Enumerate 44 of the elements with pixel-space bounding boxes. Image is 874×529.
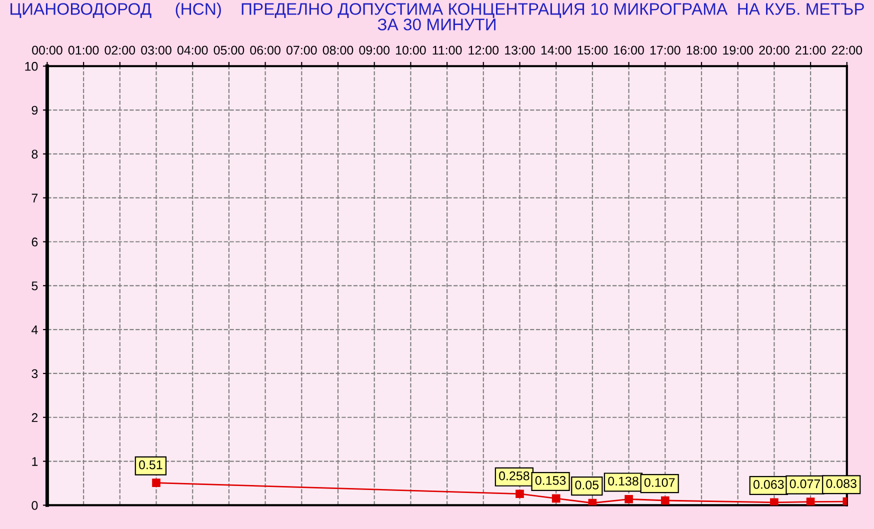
x-tick-label: 14:00	[541, 46, 572, 55]
data-label: 0.258	[499, 471, 530, 480]
x-tick-label: 06:00	[250, 46, 280, 55]
x-tick-label: 11:00	[432, 46, 462, 55]
y-tick-label: 2	[32, 413, 38, 422]
x-tick-label: 19:00	[723, 46, 754, 55]
y-tick-label: 3	[32, 369, 38, 378]
x-tick-label: 05:00	[214, 46, 244, 55]
x-tick-label: 12:00	[468, 46, 499, 55]
x-tick-label: 01:00	[68, 46, 99, 55]
y-tick-label: 8	[32, 150, 38, 159]
data-label: 0.138	[608, 476, 638, 486]
x-tick-label: 16:00	[614, 46, 644, 55]
data-label: 0.083	[826, 479, 856, 488]
y-tick-label: 10	[25, 62, 38, 71]
y-tick-label: 4	[32, 325, 38, 334]
x-tick-label: 17:00	[650, 46, 680, 55]
y-tick-label: 1	[32, 457, 38, 466]
data-label: 0.063	[754, 480, 784, 489]
x-tick-label: 18:00	[686, 46, 717, 55]
chart-title: ЦИАНОВОДОРОД (HCN) ПРЕДЕЛНО ДОПУСТИМА КОНЦЕНТРАЦИЯ 10 МИКРОГРАМА НА КУБ. МЕТЪР ЗА 30 МИНУТИ	[10, 2, 864, 30]
x-tick-label: 21:00	[796, 46, 826, 55]
x-tick-label: 03:00	[141, 46, 172, 55]
x-tick-label: 02:00	[104, 46, 136, 55]
data-label: 0.077	[790, 479, 820, 488]
x-tick-label: 07:00	[286, 46, 317, 55]
x-tick-label: 00:00	[32, 46, 62, 55]
x-tick-label: 09:00	[359, 46, 390, 55]
x-tick-label: 20:00	[759, 46, 790, 55]
data-label: 0.153	[535, 476, 566, 485]
x-tick-label: 13:00	[505, 46, 535, 55]
x-tick-label: 04:00	[177, 46, 208, 55]
x-tick-label: 10:00	[396, 46, 426, 55]
x-tick-label: 08:00	[322, 46, 354, 55]
data-label: 0.05	[575, 480, 599, 490]
y-tick-label: 0	[32, 500, 38, 510]
y-tick-label: 6	[32, 238, 38, 246]
y-tick-label: 5	[32, 282, 38, 290]
y-tick-label: 9	[32, 106, 38, 115]
x-tick-label: 15:00	[578, 46, 608, 55]
data-label: 0.51	[139, 460, 162, 470]
data-label: 0.107	[644, 478, 675, 487]
y-tick-label: 7	[32, 194, 38, 202]
x-tick-label: 22:00	[832, 46, 862, 55]
